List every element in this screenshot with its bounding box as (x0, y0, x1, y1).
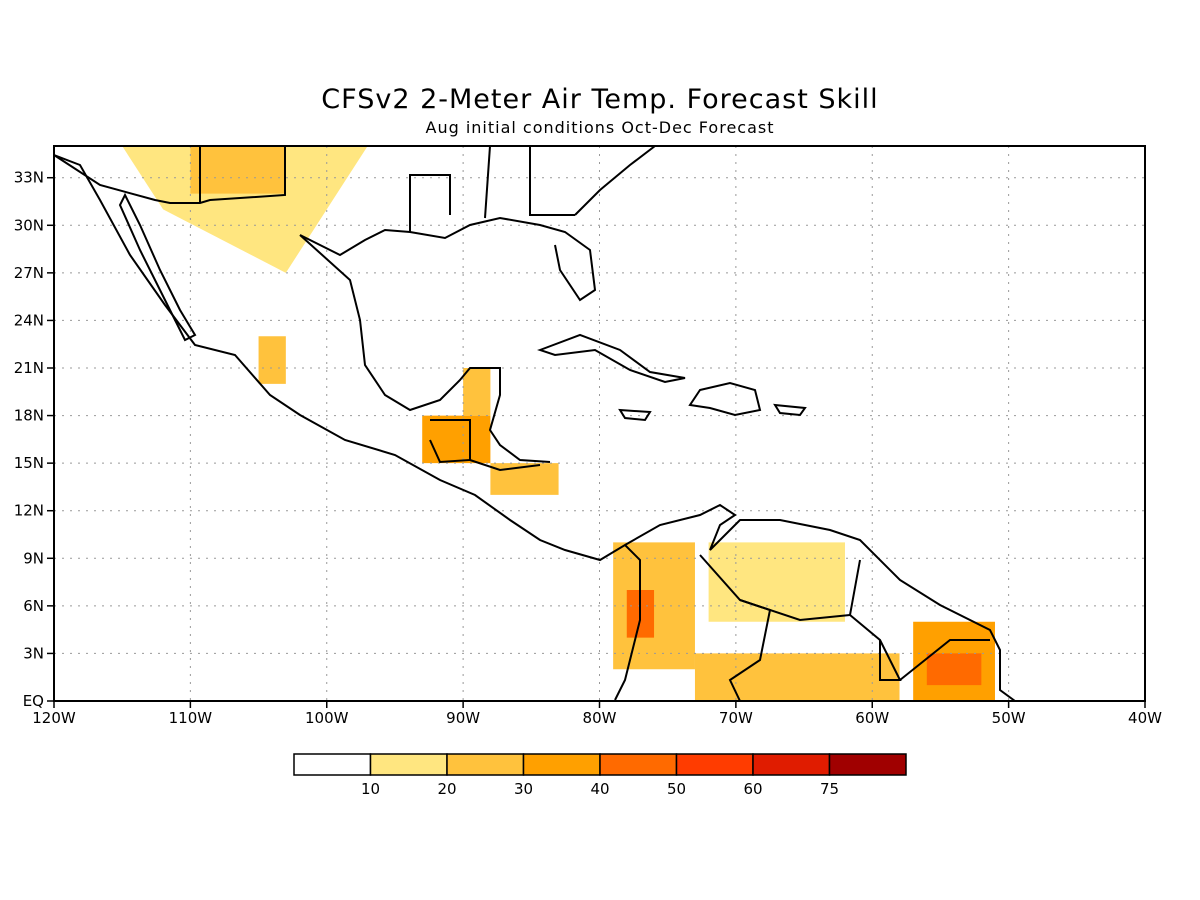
lon-tick-label: 70W (719, 709, 753, 727)
longitude-labels: 120W 110W 100W 90W 80W 70W 60W 50W 40W (32, 709, 1162, 727)
lat-tick-label: EQ (23, 692, 44, 710)
lat-tick-label: 9N (23, 549, 44, 567)
lon-tick-label: 60W (855, 709, 889, 727)
skill-patch (708, 542, 845, 622)
lat-tick-label: 24N (14, 311, 44, 329)
plot-frame (53, 145, 1146, 702)
lon-tick-label: 50W (992, 709, 1026, 727)
skill-patch (490, 463, 559, 495)
skill-patch (258, 336, 286, 384)
map-subtitle: Aug initial conditions Oct-Dec Forecast (425, 118, 775, 137)
colorbar-swatch (752, 753, 831, 776)
skill-patch (463, 368, 491, 416)
colorbar-label: 20 (437, 780, 456, 798)
skill-patch (694, 653, 900, 701)
skill-patch (422, 415, 491, 464)
colorbar-swatch (293, 753, 372, 776)
coastline-layer (54, 146, 1016, 701)
lon-tick-label: 110W (169, 709, 213, 727)
lat-tick-label: 3N (23, 644, 44, 662)
graticule (47, 146, 1146, 708)
colorbar-label: 40 (590, 780, 609, 798)
lat-tick-label: 21N (14, 359, 44, 377)
lat-tick-label: 30N (14, 216, 44, 234)
lon-tick-label: 80W (583, 709, 617, 727)
lat-tick-label: 33N (14, 169, 44, 187)
colorbar-label: 50 (667, 780, 686, 798)
map-title: CFSv2 2-Meter Air Temp. Forecast Skill (321, 84, 879, 115)
lon-tick-label: 100W (305, 709, 349, 727)
lon-tick-label: 120W (32, 709, 76, 727)
colorbar-swatch (369, 753, 448, 776)
colorbar-label: 75 (820, 780, 839, 798)
lon-tick-label: 40W (1128, 709, 1162, 727)
colorbar-label: 60 (743, 780, 762, 798)
lat-tick-label: 18N (14, 407, 44, 425)
skill-patch (190, 146, 286, 194)
skill-patch (926, 653, 982, 686)
latitude-labels: EQ 3N 6N 9N 12N 15N 18N 21N 24N 27N 30N 33N (14, 169, 44, 710)
colorbar-swatch (675, 753, 754, 776)
lat-tick-label: 12N (14, 502, 44, 520)
colorbar-swatch (446, 753, 525, 776)
colorbar-label: 30 (514, 780, 533, 798)
lon-tick-label: 90W (446, 709, 480, 727)
lat-tick-label: 15N (14, 454, 44, 472)
colorbar-swatch (599, 753, 678, 776)
colorbar-label: 10 (361, 780, 380, 798)
colorbar: 10 20 30 40 50 60 75 (293, 753, 907, 798)
colorbar-swatch (522, 753, 601, 776)
lat-tick-label: 6N (23, 597, 44, 615)
lat-tick-label: 27N (14, 264, 44, 282)
colorbar-swatch (828, 753, 907, 776)
